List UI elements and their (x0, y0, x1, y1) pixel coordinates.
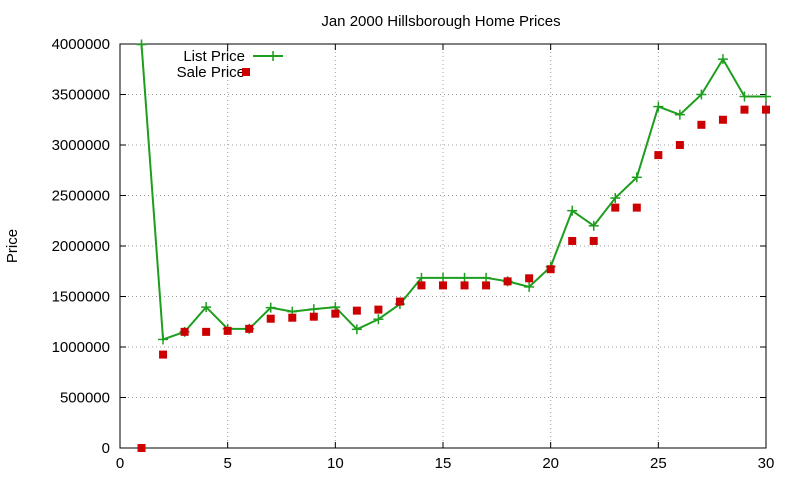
legend: List Price Sale Price (177, 48, 283, 81)
series-layer (136, 39, 771, 452)
x-tick-label: 15 (435, 455, 452, 472)
legend-label-sale-price: Sale Price (177, 64, 245, 81)
chart-title: Jan 2000 Hillsborough Home Prices (321, 13, 560, 30)
sale-price-point (439, 281, 447, 290)
list-price-point (438, 272, 448, 283)
legend-marker-sale-price (242, 68, 250, 76)
list-price-point (761, 91, 771, 102)
y-tick-label: 3000000 (52, 137, 110, 154)
sale-price-point (460, 281, 469, 290)
sale-price-point (245, 324, 254, 333)
y-tick-label: 4000000 (52, 36, 110, 53)
list-price-point (588, 220, 599, 231)
x-tick-label: 20 (542, 455, 559, 472)
y-tick-label: 2500000 (52, 188, 110, 205)
x-tick-label: 10 (327, 455, 344, 472)
sale-price-point (202, 327, 211, 336)
sale-price-point (374, 305, 383, 314)
sale-price-point (546, 265, 555, 274)
sale-price-point (611, 203, 620, 212)
axis-ticks: 0 5 10 15 20 25 30 0 500000 1000000 1500000 2000000… (52, 36, 775, 472)
series-line-list-price (140, 44, 766, 341)
list-price-point (524, 281, 535, 292)
sale-price-point (482, 281, 491, 290)
sale-price-point (525, 274, 534, 283)
list-price-point (265, 302, 276, 313)
legend-marker-list-price (268, 51, 278, 61)
list-price-point (158, 334, 169, 345)
y-tick-label: 1000000 (52, 339, 110, 356)
y-tick-label: 0 (102, 440, 110, 457)
y-tick-label: 1500000 (52, 289, 110, 306)
list-price-point (481, 272, 492, 283)
legend-label-list-price: List Price (183, 48, 245, 65)
sale-price-point (223, 326, 232, 335)
list-price-point (567, 205, 578, 216)
list-price-point (610, 193, 621, 204)
list-price-point (717, 54, 728, 65)
sale-price-point (309, 312, 318, 321)
sale-price-point (331, 309, 340, 318)
sale-price-point (740, 105, 749, 114)
y-tick-label: 500000 (60, 390, 110, 407)
y-tick-label: 2000000 (52, 238, 110, 255)
x-tick-label: 5 (223, 455, 231, 472)
y-tick-label: 3500000 (52, 87, 110, 104)
list-price-point (351, 324, 362, 335)
sale-price-point (503, 277, 512, 286)
x-tick-label: 25 (650, 455, 667, 472)
sale-price-point (697, 120, 706, 129)
x-tick-label: 0 (116, 455, 124, 472)
list-price-point (674, 109, 685, 120)
sale-price-point (137, 444, 146, 452)
list-price-point (739, 91, 750, 102)
sale-price-point (762, 105, 770, 114)
sale-price-point (589, 236, 598, 245)
sale-price-point (395, 297, 404, 306)
list-price-point (136, 39, 147, 50)
list-price-point (373, 314, 384, 325)
sale-price-point (632, 203, 641, 212)
sale-price-point (352, 306, 361, 315)
y-axis-label: Price (4, 229, 21, 263)
sale-price-point (417, 281, 426, 290)
sale-price-point (654, 151, 663, 160)
x-tick-label: 30 (758, 455, 775, 472)
list-price-point (459, 272, 470, 283)
sale-price-point (266, 314, 275, 323)
list-price-point (201, 302, 212, 313)
list-price-point (696, 89, 707, 100)
sale-price-point (675, 141, 684, 149)
sale-price-point (568, 236, 577, 245)
list-price-point (631, 172, 642, 183)
sale-price-point (718, 115, 727, 124)
list-price-point (653, 101, 664, 112)
grid (120, 44, 766, 448)
sale-price-point (159, 350, 168, 359)
sale-price-point (180, 327, 189, 336)
list-price-point (416, 272, 427, 283)
sale-price-point (288, 313, 297, 322)
list-price-point (308, 304, 319, 315)
